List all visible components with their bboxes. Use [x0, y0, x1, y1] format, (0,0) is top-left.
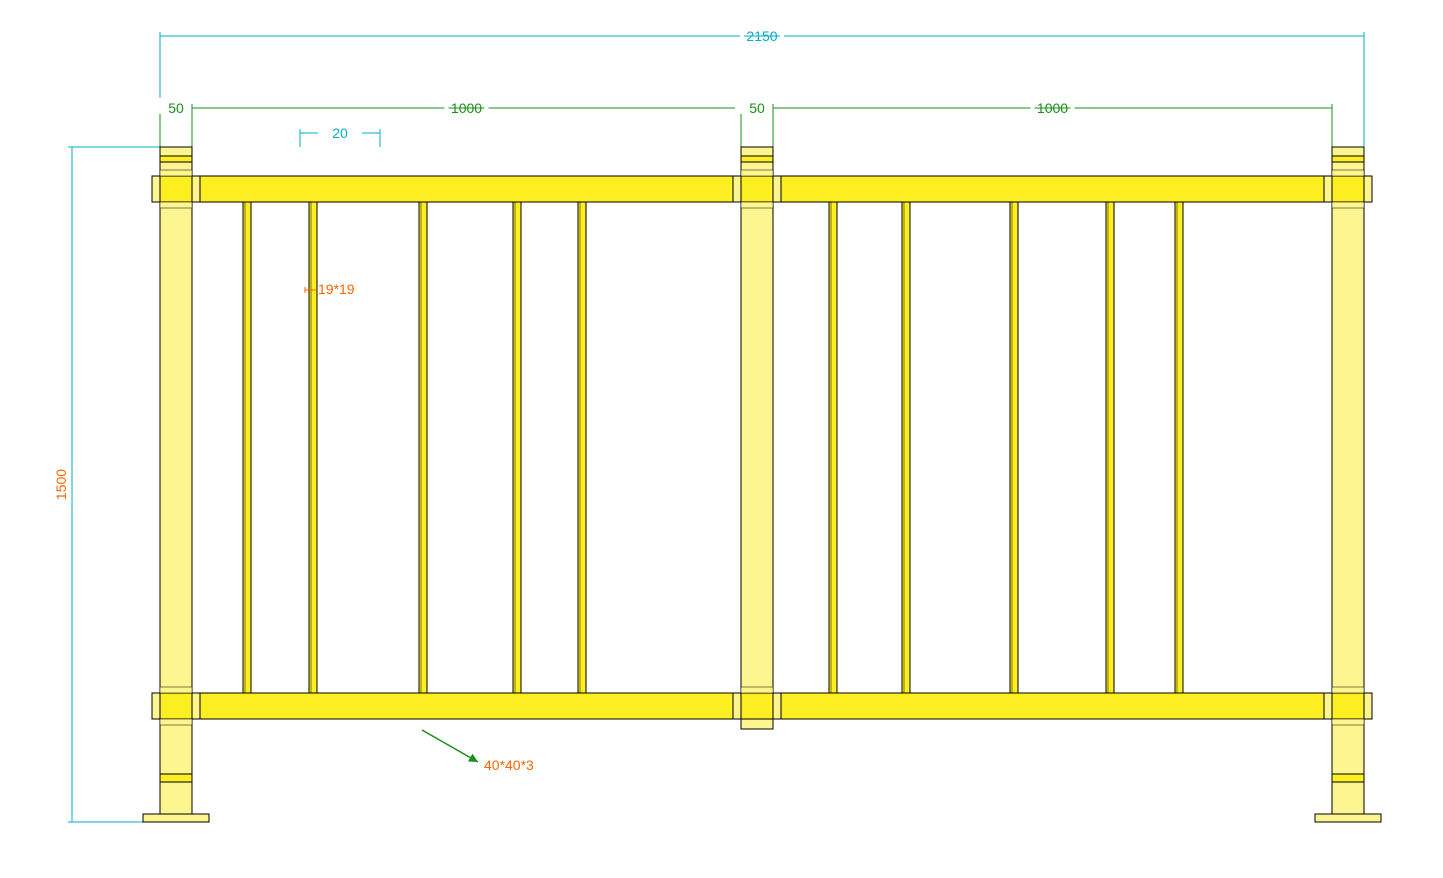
dim-label: 1500 — [53, 469, 69, 500]
post-band — [160, 719, 192, 725]
rail-connector — [192, 176, 200, 202]
annot-label: 19*19 — [318, 281, 355, 297]
post-cap — [741, 147, 773, 156]
post-band — [741, 170, 773, 176]
post-bottom-cap — [741, 719, 773, 729]
post-band — [1332, 170, 1364, 176]
railing-geometry — [143, 147, 1381, 822]
rail-connector — [733, 693, 741, 719]
picket-left-0 — [243, 202, 251, 693]
rail-connector — [1324, 693, 1332, 719]
post-band — [1332, 719, 1364, 725]
dim-label: 50 — [749, 100, 765, 116]
post-bottom-collar — [1332, 774, 1364, 782]
rail-connector — [1364, 176, 1372, 202]
base-plate — [143, 814, 209, 822]
picket-right-3 — [1106, 202, 1114, 693]
picket-right-1 — [902, 202, 910, 693]
dim-span-1000-l: 1000 — [192, 98, 741, 147]
picket-left-2 — [419, 202, 427, 693]
post-rail-joint — [160, 693, 192, 719]
post-cap — [160, 147, 192, 156]
post-rail-joint — [160, 176, 192, 202]
post-band — [160, 202, 192, 208]
post-collar — [1332, 156, 1364, 162]
rail-connector — [1364, 693, 1372, 719]
rail-connector — [152, 176, 160, 202]
post-band — [1332, 687, 1364, 693]
dim-height-1500: 1500 — [53, 147, 160, 822]
picket-right-4 — [1175, 202, 1183, 693]
dim-left-50: 50 — [154, 98, 198, 147]
post-bottom-collar — [160, 774, 192, 782]
dim-mid-50: 50 — [735, 98, 779, 147]
rail-connector — [773, 176, 781, 202]
post-band — [741, 687, 773, 693]
engineering-drawing: 215050100050100020150019*1940*40*3 — [0, 0, 1443, 878]
post-rail-joint — [1332, 693, 1364, 719]
dim-label: 20 — [332, 125, 348, 141]
post-1 — [741, 156, 773, 729]
rail-connector — [733, 176, 741, 202]
picket-left-1 — [309, 202, 317, 693]
base-plate — [1315, 814, 1381, 822]
dim-label: 50 — [168, 100, 184, 116]
rail-connector — [1324, 176, 1332, 202]
post-cap — [1332, 147, 1364, 156]
rail-connector — [773, 693, 781, 719]
dim-span-1000-r: 1000 — [773, 98, 1332, 147]
post-collar — [741, 156, 773, 162]
post-rail-joint — [1332, 176, 1364, 202]
post-rail-joint — [741, 693, 773, 719]
post-band — [1332, 202, 1364, 208]
post-collar — [160, 156, 192, 162]
picket-left-4 — [578, 202, 586, 693]
annot-label: 40*40*3 — [484, 757, 534, 773]
picket-left-3 — [513, 202, 521, 693]
post-band — [741, 202, 773, 208]
rail-connector — [192, 693, 200, 719]
rail-connector — [152, 693, 160, 719]
post-rail-joint — [741, 176, 773, 202]
post-band — [160, 170, 192, 176]
dim-picket-20: 20 — [300, 123, 380, 147]
post-band — [160, 687, 192, 693]
picket-right-0 — [829, 202, 837, 693]
picket-right-2 — [1010, 202, 1018, 693]
annot-rail-spec: 40*40*3 — [422, 730, 534, 773]
